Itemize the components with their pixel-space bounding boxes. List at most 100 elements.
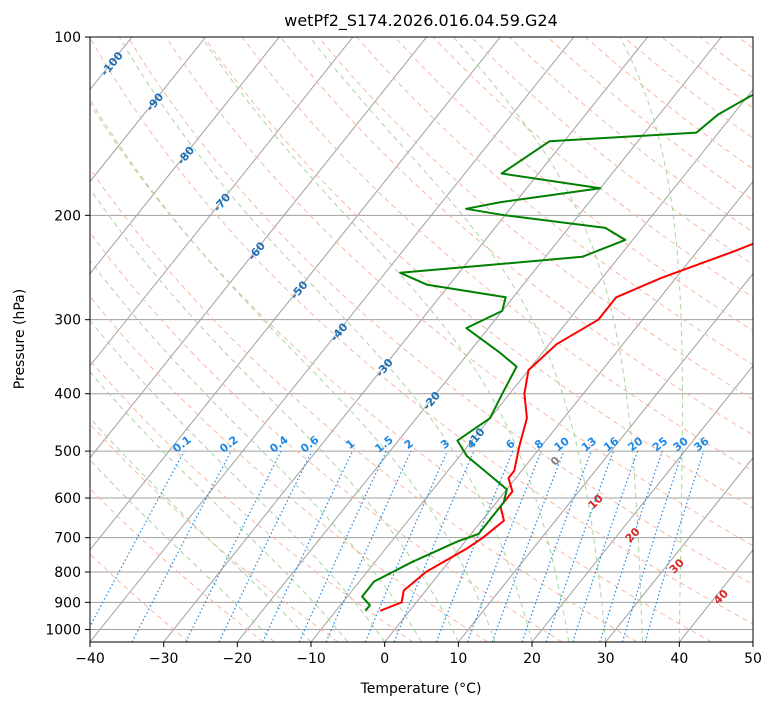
y-tick-label: 700 xyxy=(54,531,81,547)
isotherm-line xyxy=(163,37,649,642)
moist-adiabat xyxy=(309,37,607,642)
isotherm-line xyxy=(457,272,753,642)
moist-adiabat xyxy=(453,37,643,642)
dry-adiabat xyxy=(508,37,753,233)
moist-adiabat xyxy=(118,37,533,642)
isotherm-line xyxy=(310,88,753,642)
dry-adiabat xyxy=(279,37,753,436)
dry-adiabat xyxy=(90,167,638,642)
y-axis: 100 200 300 400 500 600 700 800 900 1000 xyxy=(45,30,90,638)
mixing-ratio-label: 0.6 xyxy=(298,433,322,455)
mixing-ratio-line xyxy=(466,450,542,642)
y-tick-label: 900 xyxy=(54,595,81,611)
chart-title: wetPf2_S174.2026.016.04.59.G24 xyxy=(284,11,558,31)
dewpoint-line xyxy=(361,93,753,612)
dry-adiabat xyxy=(90,295,488,642)
theta-e-label: 30 xyxy=(667,556,687,576)
dry-adiabat xyxy=(90,231,563,642)
x-tick-label: −10 xyxy=(296,651,326,667)
x-axis: −40 −30 −20 −10 0 10 20 30 40 50 xyxy=(75,642,762,667)
isotherm-line xyxy=(236,37,722,642)
isotherm-line xyxy=(0,37,58,642)
y-tick-label: 400 xyxy=(54,387,81,403)
dry-adiabat xyxy=(90,37,753,625)
isotherm-line xyxy=(90,37,428,459)
mixing-ratio-line xyxy=(364,450,448,642)
isotherm-line xyxy=(384,180,753,642)
moist-adiabat xyxy=(90,98,496,642)
theta-e-label: 40 xyxy=(711,587,731,607)
mixing-ratio-label: 6 xyxy=(504,437,518,452)
mixing-ratio-label: 2 xyxy=(402,437,416,452)
x-axis-label: Temperature (°C) xyxy=(360,681,482,697)
x-tick-label: 40 xyxy=(670,651,688,667)
dry-adiabat xyxy=(90,553,190,642)
mixing-ratio-line xyxy=(325,450,412,642)
mixing-ratio-line xyxy=(185,450,282,642)
isotherm-line xyxy=(90,37,501,551)
plot-frame xyxy=(89,36,754,643)
dry-adiabat xyxy=(699,37,753,79)
dry-adiabat xyxy=(318,37,753,401)
moist-adiabat xyxy=(201,37,570,642)
temperature-line xyxy=(379,242,753,612)
theta-e-label: 20 xyxy=(623,525,643,545)
moist-adiabats xyxy=(90,37,683,642)
isotherm-line xyxy=(531,364,753,642)
y-tick-label: 100 xyxy=(54,30,81,46)
moist-adiabat xyxy=(90,371,349,642)
mixing-ratio-line xyxy=(644,450,705,642)
plot-area: 0.1 0.2 0.4 0.6 1 1.5 2 3 4 6 8 10 13 16 20 25 30 36-100-… xyxy=(0,37,753,642)
moist-adiabat xyxy=(90,259,422,642)
isotherm-line xyxy=(90,37,207,183)
sounding-series xyxy=(361,93,753,612)
y-tick-label: 200 xyxy=(54,208,81,224)
dry-adiabat xyxy=(90,487,264,642)
x-tick-label: 20 xyxy=(523,651,541,667)
mixing-ratio-label: 1 xyxy=(343,437,357,452)
grid-layer xyxy=(0,37,753,642)
x-tick-label: 0 xyxy=(380,651,389,667)
dry-adiabat xyxy=(203,37,753,509)
y-tick-label: 800 xyxy=(54,565,81,581)
mixing-ratio-lines xyxy=(90,450,705,642)
y-tick-label: 600 xyxy=(54,491,81,507)
y-tick-label: 300 xyxy=(54,313,81,329)
mixing-ratio-label: 0.1 xyxy=(170,433,193,455)
dry-adiabat xyxy=(90,359,414,642)
dry-adiabat xyxy=(127,37,753,586)
isotherm-line xyxy=(90,37,354,367)
dry-adiabats xyxy=(90,37,753,642)
dry-adiabat xyxy=(470,37,753,266)
moist-adiabat xyxy=(90,417,312,642)
dry-adiabat xyxy=(394,37,753,332)
mixing-ratio-label: 3 xyxy=(438,437,452,452)
y-tick-label: 500 xyxy=(54,444,81,460)
dry-adiabat xyxy=(90,103,712,642)
mixing-ratio-line xyxy=(90,450,185,628)
mixing-ratio-line xyxy=(393,450,475,642)
mixing-ratio-line xyxy=(621,450,684,642)
dry-adiabat xyxy=(547,37,753,201)
mixing-ratio-label: 1.5 xyxy=(372,433,395,455)
isotherm-line xyxy=(90,37,280,275)
dry-adiabat xyxy=(165,37,753,547)
mixing-ratio-line xyxy=(545,450,614,642)
mixing-ratio-line xyxy=(298,450,387,642)
x-tick-label: −30 xyxy=(149,651,179,667)
dry-adiabat xyxy=(90,423,339,642)
mixing-ratio-line xyxy=(262,450,354,642)
mixing-ratio-line xyxy=(599,450,663,642)
mixing-ratio-line xyxy=(218,450,313,642)
mixing-ratio-line xyxy=(572,450,639,642)
isotherm-line xyxy=(752,641,753,642)
isobar-grid xyxy=(90,37,753,630)
x-tick-label: −20 xyxy=(223,651,253,667)
x-tick-label: 50 xyxy=(744,651,762,667)
x-tick-label: −40 xyxy=(75,651,105,667)
y-tick-label: 1000 xyxy=(45,622,81,638)
isotherm-line xyxy=(678,549,753,642)
isotherm-line xyxy=(605,457,753,642)
moist-adiabat xyxy=(90,319,386,642)
